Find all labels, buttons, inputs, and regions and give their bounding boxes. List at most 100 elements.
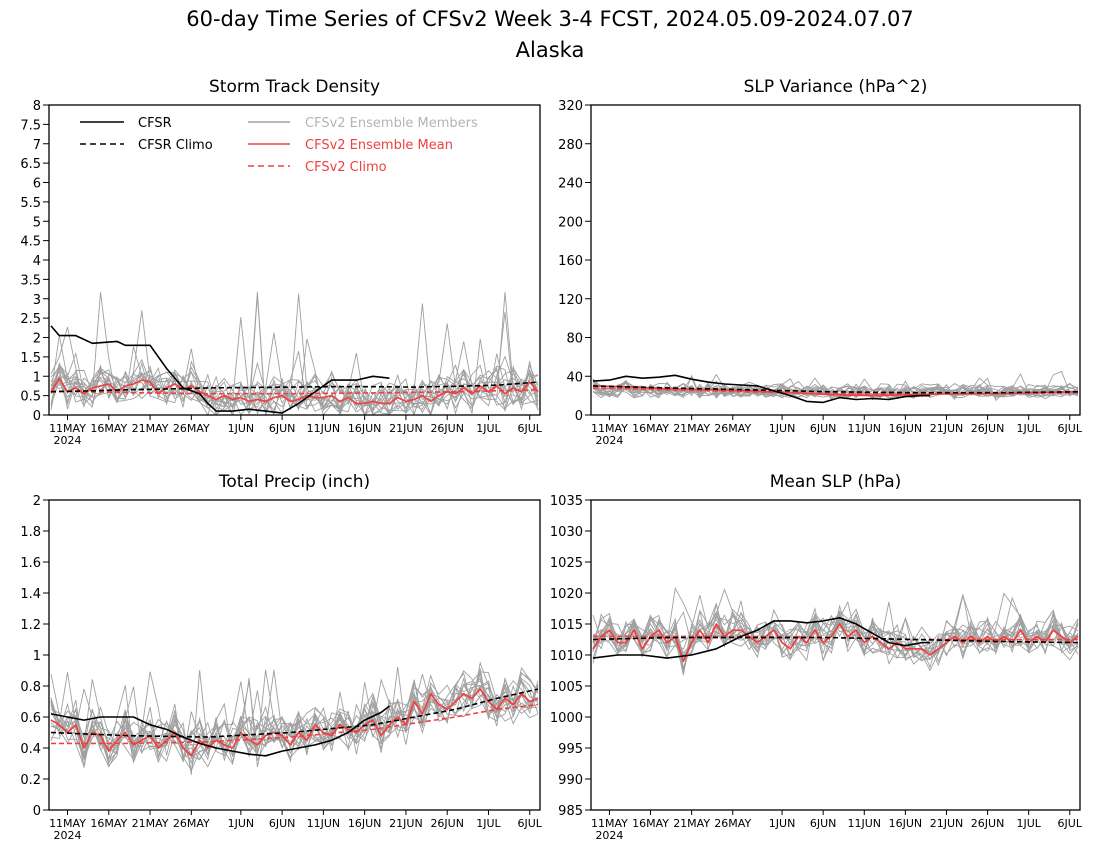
x-tick-label: 6JUL xyxy=(518,422,543,435)
figure-subtitle: Alaska xyxy=(516,38,585,62)
x-year-label: 2024 xyxy=(54,829,82,842)
x-tick-label: 16MAY xyxy=(632,817,669,830)
series-cfsr xyxy=(592,374,930,404)
series-cfsr xyxy=(592,616,930,659)
y-tick-label: 1010 xyxy=(550,649,583,664)
y-tick-label: 995 xyxy=(558,742,583,757)
plot-area xyxy=(592,371,1079,404)
y-tick-label: 1005 xyxy=(550,680,583,695)
y-tick-label: 985 xyxy=(558,804,583,819)
y-tick-label: 1015 xyxy=(550,618,583,633)
x-tick-label: 21MAY xyxy=(673,422,710,435)
legend-cfsr-climo-label: CFSR Climo xyxy=(138,138,213,153)
y-tick-label: 5.5 xyxy=(20,196,41,211)
panel-title: SLP Variance (hPa^2) xyxy=(744,77,928,97)
x-tick-label: 11MAY xyxy=(49,422,86,435)
x-tick-label: 1JUL xyxy=(1016,422,1041,435)
y-tick-label: 4 xyxy=(33,254,41,269)
y-tick-label: 160 xyxy=(558,254,583,269)
ensemble-member-line xyxy=(592,606,1079,659)
series-cfsr-climo xyxy=(592,385,1079,394)
y-tick-label: 6.5 xyxy=(20,157,41,172)
x-year-label: 2024 xyxy=(54,434,82,447)
x-tick-label: 11MAY xyxy=(591,422,628,435)
ensemble-member-line xyxy=(50,667,539,768)
x-tick-label: 21MAY xyxy=(673,817,710,830)
x-tick-label: 21JUN xyxy=(389,422,423,435)
plot-area xyxy=(50,661,539,775)
x-tick-label: 16MAY xyxy=(90,817,127,830)
x-tick-label: 6JUL xyxy=(1058,422,1083,435)
ensemble-member-line xyxy=(50,668,539,768)
series-cfsr xyxy=(50,705,390,757)
x-tick-label: 1JUN xyxy=(228,422,255,435)
plot-frame xyxy=(48,104,541,416)
x-tick-label: 21MAY xyxy=(132,817,169,830)
plot-frame xyxy=(590,499,1081,811)
ensemble-member-line xyxy=(50,673,539,763)
y-tick-label: 200 xyxy=(558,215,583,230)
y-tick-label: 0.6 xyxy=(20,711,41,726)
x-tick-label: 26JUN xyxy=(430,817,464,830)
x-tick-label: 1JUN xyxy=(769,817,796,830)
y-tick-label: 2 xyxy=(33,332,41,347)
chart-panels: Storm Track Density 0 0.5 1 1.5 2 2.5 3 3.5 4 4.5 5… xyxy=(20,77,1083,842)
series-cfsv2-ensemble-mean xyxy=(592,385,1079,397)
ensemble-member-line xyxy=(50,294,539,415)
y-tick-label: 240 xyxy=(558,177,583,192)
x-tick-label: 26JUN xyxy=(971,817,1005,830)
y-tick-label: 1.5 xyxy=(20,351,41,366)
series-cfsr-climo xyxy=(50,381,539,393)
series-cfsr-climo xyxy=(50,688,539,738)
x-tick-label: 26MAY xyxy=(714,817,751,830)
x-tick-label: 11JUN xyxy=(848,817,882,830)
x-tick-label: 6JUN xyxy=(269,422,296,435)
x-tick-label: 21MAY xyxy=(132,422,169,435)
x-year-label: 2024 xyxy=(595,829,623,842)
series-cfsv2-climo xyxy=(51,703,539,745)
y-tick-label: 5 xyxy=(33,215,41,230)
x-tick-label: 11JUN xyxy=(307,422,341,435)
x-tick-label: 16JUN xyxy=(348,422,382,435)
y-tick-label: 1020 xyxy=(550,587,583,602)
y-tick-label: 1000 xyxy=(550,711,583,726)
x-tick-label: 11MAY xyxy=(591,817,628,830)
y-tick-label: 80 xyxy=(566,332,583,347)
x-tick-label: 26JUN xyxy=(971,422,1005,435)
plot-frame xyxy=(48,499,541,811)
ensemble-member-line xyxy=(50,351,539,414)
x-tick-label: 11JUN xyxy=(307,817,341,830)
x-tick-label: 1JUN xyxy=(769,422,796,435)
y-tick-label: 0.8 xyxy=(20,680,41,695)
x-tick-label: 26MAY xyxy=(714,422,751,435)
y-tick-label: 0.4 xyxy=(20,742,41,757)
plot-area xyxy=(50,291,539,415)
ensemble-member-line xyxy=(50,364,539,415)
y-tick-label: 120 xyxy=(558,293,583,308)
y-tick-label: 320 xyxy=(558,99,583,114)
legend-ensemble-mean-label: CFSv2 Ensemble Mean xyxy=(305,138,453,153)
x-tick-label: 1JUL xyxy=(476,422,501,435)
y-tick-label: 1.8 xyxy=(20,525,41,540)
legend-ensemble-members-label: CFSv2 Ensemble Members xyxy=(305,116,478,131)
plot-frame xyxy=(590,104,1081,416)
y-tick-label: 1025 xyxy=(550,556,583,571)
y-tick-label: 40 xyxy=(566,370,583,385)
panel-title: Mean SLP (hPa) xyxy=(770,472,902,492)
plot-area xyxy=(592,587,1079,676)
y-tick-label: 7 xyxy=(33,138,41,153)
x-tick-label: 16MAY xyxy=(90,422,127,435)
x-tick-label: 11MAY xyxy=(49,817,86,830)
chart-panel: SLP Variance (hPa^2) 0 40 80 120 160 200 240 280… xyxy=(558,77,1083,447)
series-cfsv2-ensemble-mean xyxy=(50,377,539,405)
y-tick-label: 1035 xyxy=(550,494,583,509)
series-cfsr xyxy=(50,325,390,414)
y-tick-label: 2 xyxy=(33,494,41,509)
y-tick-label: 1.6 xyxy=(20,556,41,571)
y-tick-label: 0.2 xyxy=(20,773,41,788)
x-tick-label: 26JUN xyxy=(430,422,464,435)
x-tick-label: 11JUN xyxy=(848,422,882,435)
series-cfsv2-climo xyxy=(50,389,539,395)
y-tick-label: 6 xyxy=(33,177,41,192)
x-tick-label: 26MAY xyxy=(173,817,210,830)
